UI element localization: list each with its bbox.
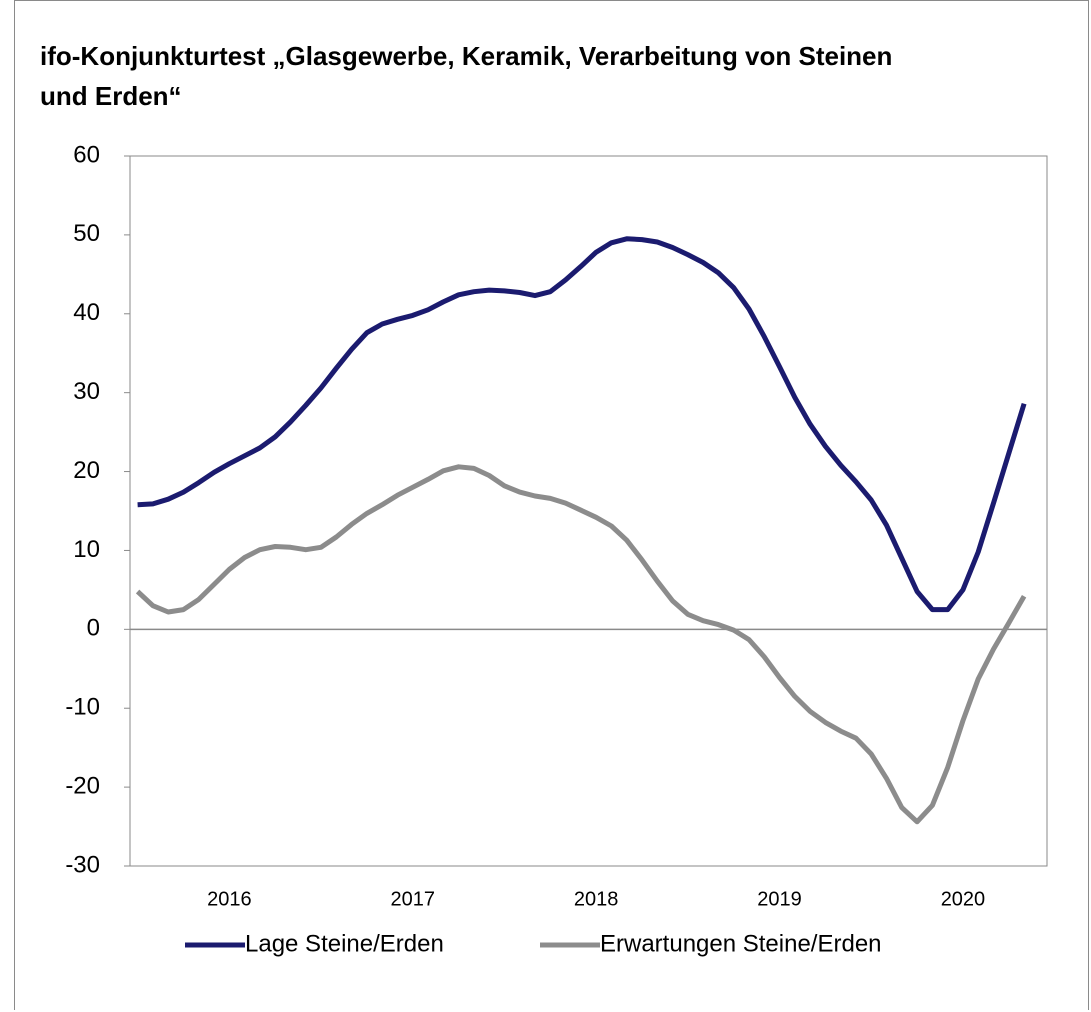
y-tick-label: 0	[87, 615, 100, 642]
y-tick-label: 50	[73, 220, 100, 247]
y-tick-label: -10	[65, 694, 100, 721]
x-tick-label: 2017	[390, 888, 435, 910]
legend-label: Erwartungen Steine/Erden	[600, 930, 882, 957]
y-tick-label: 10	[73, 536, 100, 563]
x-tick-label: 2020	[941, 888, 986, 910]
y-tick-label: 30	[73, 378, 100, 405]
series-line	[137, 236, 1027, 613]
plot-area	[129, 155, 1048, 867]
legend-label: Lage Steine/Erden	[245, 930, 444, 957]
chart-title: ifo-Konjunkturtest „Glasgewerbe, Keramik…	[40, 41, 893, 111]
y-tick-label: 40	[73, 299, 100, 326]
series-line	[135, 464, 1027, 825]
y-tick-label: 60	[73, 141, 100, 168]
y-tick-label: -20	[65, 772, 100, 799]
chart-frame	[14, 0, 1089, 1010]
x-tick-label: 2018	[574, 888, 619, 910]
y-tick-label: -30	[65, 851, 100, 878]
x-tick-label: 2016	[207, 888, 252, 910]
x-tick-label: 2019	[757, 888, 802, 910]
y-tick-label: 20	[73, 457, 100, 484]
